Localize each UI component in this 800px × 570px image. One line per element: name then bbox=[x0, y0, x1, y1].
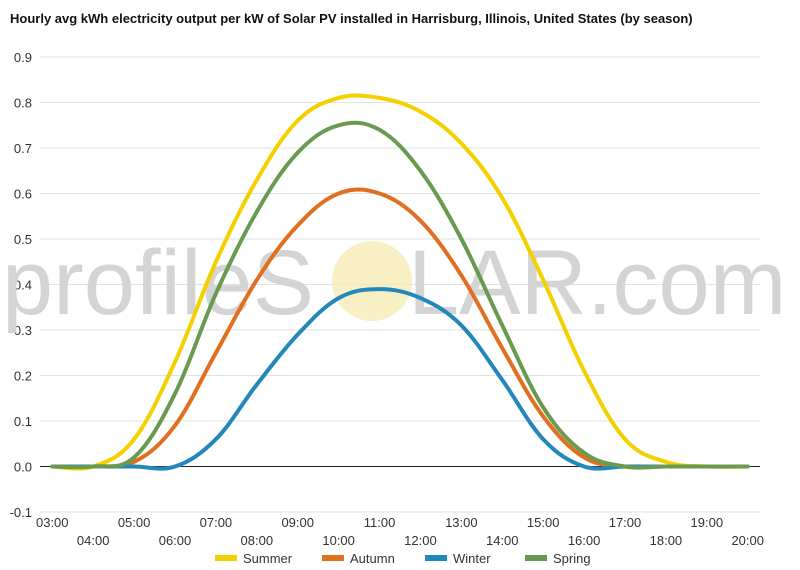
x-tick-label-15: 18:00 bbox=[650, 533, 683, 548]
x-tick-label-1: 04:00 bbox=[77, 533, 110, 548]
x-tick-label-17: 20:00 bbox=[731, 533, 764, 548]
y-tick-label-1: 0.0 bbox=[14, 460, 32, 475]
y-tick-label-4: 0.3 bbox=[14, 323, 32, 338]
y-tick-label-5: 0.4 bbox=[14, 278, 32, 293]
legend-label-summer[interactable]: Summer bbox=[243, 551, 293, 566]
watermark-text-left: profileS bbox=[2, 232, 314, 334]
y-tick-label-8: 0.7 bbox=[14, 141, 32, 156]
x-tick-label-11: 14:00 bbox=[486, 533, 519, 548]
chart-title: Hourly avg kWh electricity output per kW… bbox=[10, 11, 693, 26]
x-tick-label-3: 06:00 bbox=[159, 533, 192, 548]
legend-swatch-summer bbox=[215, 555, 237, 561]
x-tick-label-12: 15:00 bbox=[527, 515, 560, 530]
x-tick-label-9: 12:00 bbox=[404, 533, 437, 548]
y-tick-label-3: 0.2 bbox=[14, 369, 32, 384]
x-tick-label-7: 10:00 bbox=[322, 533, 355, 548]
x-tick-label-0: 03:00 bbox=[36, 515, 69, 530]
x-tick-label-10: 13:00 bbox=[445, 515, 478, 530]
y-tick-label-6: 0.5 bbox=[14, 232, 32, 247]
legend-swatch-spring bbox=[525, 555, 547, 561]
x-tick-label-2: 05:00 bbox=[118, 515, 151, 530]
x-tick-label-8: 11:00 bbox=[364, 515, 396, 530]
x-tick-label-14: 17:00 bbox=[609, 515, 642, 530]
y-tick-label-10: 0.9 bbox=[14, 50, 32, 65]
x-tick-label-13: 16:00 bbox=[568, 533, 601, 548]
x-tick-label-4: 07:00 bbox=[200, 515, 233, 530]
x-tick-label-6: 09:00 bbox=[281, 515, 314, 530]
x-tick-label-16: 19:00 bbox=[691, 515, 724, 530]
watermark-sun-icon bbox=[332, 241, 412, 321]
series-line-summer bbox=[50, 93, 750, 471]
legend-label-winter[interactable]: Winter bbox=[453, 551, 491, 566]
legend-label-spring[interactable]: Spring bbox=[553, 551, 591, 566]
legend-label-autumn[interactable]: Autumn bbox=[350, 551, 395, 566]
y-tick-label-7: 0.6 bbox=[14, 187, 32, 202]
watermark-text-right: LAR.com bbox=[408, 232, 786, 334]
x-tick-label-5: 08:00 bbox=[241, 533, 274, 548]
y-tick-label-0: -0.1 bbox=[10, 505, 32, 520]
legend-swatch-winter bbox=[425, 555, 447, 561]
legend-swatch-autumn bbox=[322, 555, 344, 561]
y-tick-label-2: 0.1 bbox=[14, 414, 32, 429]
y-tick-label-9: 0.8 bbox=[14, 96, 32, 111]
series-line-spring bbox=[50, 120, 750, 470]
